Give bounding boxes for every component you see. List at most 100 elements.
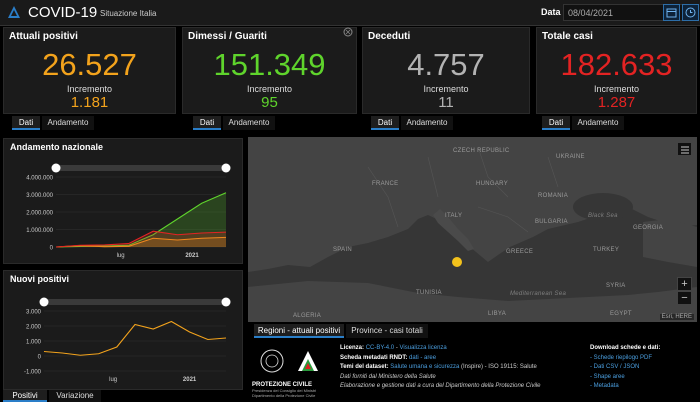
- italy-logo-icon: [8, 6, 20, 18]
- y-tick-label: 3.000.000: [26, 193, 53, 199]
- download-link-pdf[interactable]: - Schede riepilogo PDF: [590, 354, 653, 361]
- map-label-country: ROMANIA: [538, 193, 569, 199]
- province-marker[interactable]: [452, 257, 462, 267]
- map-label-country: GEORGIA: [633, 225, 664, 231]
- map-canvas: [248, 137, 697, 322]
- download-title: Download schede e dati:: [590, 345, 661, 351]
- top-bar: COVID-19 Situazione Italia Data 08/04/20…: [0, 0, 700, 26]
- chart-nazionale[interactable]: 4.000.000 3.000.000 2.000.000 1.000.000 0 lug…: [4, 153, 242, 263]
- card-value: 151.349: [213, 47, 326, 82]
- series-line[interactable]: [43, 320, 227, 356]
- tab-dati[interactable]: Dati: [542, 116, 570, 130]
- tab-andamento[interactable]: Andamento: [42, 116, 94, 130]
- map-tabs: Regioni - attuali positivi Province - ca…: [254, 324, 454, 338]
- chart-panel-nazionale: Andamento nazionale 4.000.000 3.000.000 2.…: [3, 138, 243, 264]
- map-label-country: LIBYA: [488, 311, 507, 317]
- zoom-in-button[interactable]: +: [677, 277, 692, 291]
- tab-dati[interactable]: Dati: [371, 116, 399, 130]
- chart-panel-nuovi: Nuovi positivi 3.000 2.000 1.000 0 -1.000 lug…: [3, 270, 243, 390]
- licenza-link[interactable]: CC-BY-4.0: [365, 345, 395, 351]
- download-link-csv[interactable]: - Dati CSV / JSON: [590, 364, 640, 370]
- range-slider-track[interactable]: [56, 165, 226, 171]
- map-label-country: UKRAINE: [556, 154, 585, 160]
- series-line[interactable]: [55, 236, 227, 248]
- card-increment-value: 95: [261, 94, 278, 111]
- x-tick-label: lug: [117, 253, 125, 259]
- map-label-country: SYRIA: [606, 283, 626, 289]
- tab-andamento[interactable]: Andamento: [223, 116, 275, 130]
- x-tick-label: 2021: [183, 377, 197, 383]
- app-title: COVID-19: [28, 4, 98, 21]
- scheda-label: Scheda metadati RNDT:: [340, 354, 408, 361]
- series-line[interactable]: [55, 230, 227, 248]
- org-sub2: Dipartimento della Protezione Civile: [252, 393, 316, 398]
- y-tick-label: 2.000.000: [26, 211, 53, 217]
- tab-dati[interactable]: Dati: [12, 116, 40, 130]
- x-tick-label: 2021: [185, 253, 199, 259]
- view-license-link[interactable]: Visualizza licenza: [399, 345, 447, 351]
- card-label: Deceduti: [368, 31, 411, 42]
- tab-andamento[interactable]: Andamento: [401, 116, 453, 130]
- y-tick-label: 0: [38, 355, 42, 361]
- map-label-country: GREECE: [506, 249, 534, 255]
- series-area: [56, 192, 226, 247]
- app-subtitle: Situazione Italia: [100, 9, 157, 18]
- tab-dati[interactable]: Dati: [193, 116, 221, 130]
- card-totale-casi: Totale casi 182.633 Incremento 1.287: [536, 27, 697, 114]
- chart-nuovi-positivi[interactable]: 3.000 2.000 1.000 0 -1.000 lug 2021: [4, 283, 242, 389]
- card-attuali-positivi: Attuali positivi 26.527 Incremento 1.181: [3, 27, 176, 114]
- chart-title: Andamento nazionale: [10, 142, 104, 152]
- card-label: Dimessi / Guariti: [188, 31, 267, 42]
- calendar-icon: [666, 8, 677, 18]
- map[interactable]: CZECH REPUBLIC UKRAINE FRANCE HUNGARY RO…: [248, 137, 697, 322]
- tab-province[interactable]: Province - casi totali: [346, 324, 428, 338]
- y-tick-label: -1.000: [24, 370, 42, 376]
- map-label-sea: Mediterranean Sea: [510, 291, 567, 297]
- tab-andamento[interactable]: Andamento: [572, 116, 624, 130]
- map-label-country: EGYPT: [610, 311, 632, 317]
- fonti-text: Dati forniti dal Ministero della Salute: [340, 373, 436, 380]
- card-increment-label: Incremento: [593, 84, 640, 94]
- card-value: 182.633: [560, 47, 673, 82]
- tab-variazione[interactable]: Variazione: [49, 390, 101, 402]
- card-increment-value: 1.287: [597, 94, 636, 111]
- x-tick-label: lug: [109, 377, 117, 383]
- card-increment-label: Incremento: [246, 84, 293, 94]
- protezione-civile-logo: PROTEZIONE CIVILE Presidenza del Consigl…: [252, 347, 332, 398]
- card-dimessi-guariti: Dimessi / Guariti 151.349 Incremento 95: [182, 27, 357, 114]
- zoom-out-button[interactable]: −: [677, 291, 692, 305]
- card-tabs: Dati Andamento: [193, 116, 283, 130]
- download-link-shape[interactable]: - Shape aree: [590, 373, 625, 380]
- range-slider-handle-start[interactable]: [51, 163, 61, 173]
- licenza-separator: -: [394, 345, 400, 351]
- scheda-link[interactable]: dati - aree: [409, 354, 437, 361]
- range-slider-handle-end[interactable]: [221, 163, 231, 173]
- elaborazione-text: Elaborazione e gestione dati a cura del …: [340, 383, 541, 389]
- map-attribution[interactable]: Esri, HERE: [659, 314, 694, 320]
- expand-icon[interactable]: [343, 27, 353, 37]
- chart-title: Nuovi positivi: [10, 274, 70, 284]
- history-button[interactable]: [682, 4, 699, 21]
- tab-positivi[interactable]: Positivi: [3, 390, 47, 402]
- download-link-metadata[interactable]: - Metadata: [590, 383, 619, 389]
- chart-tabs: Positivi Variazione: [3, 390, 103, 402]
- series-line[interactable]: [55, 192, 227, 248]
- tab-regioni[interactable]: Regioni - attuali positivi: [254, 324, 344, 338]
- map-label-country: HUNGARY: [476, 181, 508, 187]
- range-slider-track[interactable]: [44, 299, 226, 305]
- card-label: Attuali positivi: [9, 31, 78, 42]
- card-increment-label: Incremento: [66, 84, 113, 94]
- calendar-button[interactable]: [663, 4, 680, 21]
- map-list-button[interactable]: [677, 142, 692, 156]
- range-slider-handle-end[interactable]: [221, 297, 231, 307]
- temi-link[interactable]: Salute umana e sicurezza: [390, 364, 460, 370]
- map-label-country: ITALY: [445, 213, 463, 219]
- map-label-country: TUNISIA: [416, 290, 442, 296]
- card-tabs: Dati Andamento: [12, 116, 102, 130]
- clock-icon: [685, 7, 696, 18]
- map-label-country: TURKEY: [593, 247, 620, 253]
- date-label: Data: [541, 7, 561, 17]
- map-label-country: ALGERIA: [293, 313, 322, 319]
- map-label-country: FRANCE: [372, 181, 399, 187]
- range-slider-handle-start[interactable]: [39, 297, 49, 307]
